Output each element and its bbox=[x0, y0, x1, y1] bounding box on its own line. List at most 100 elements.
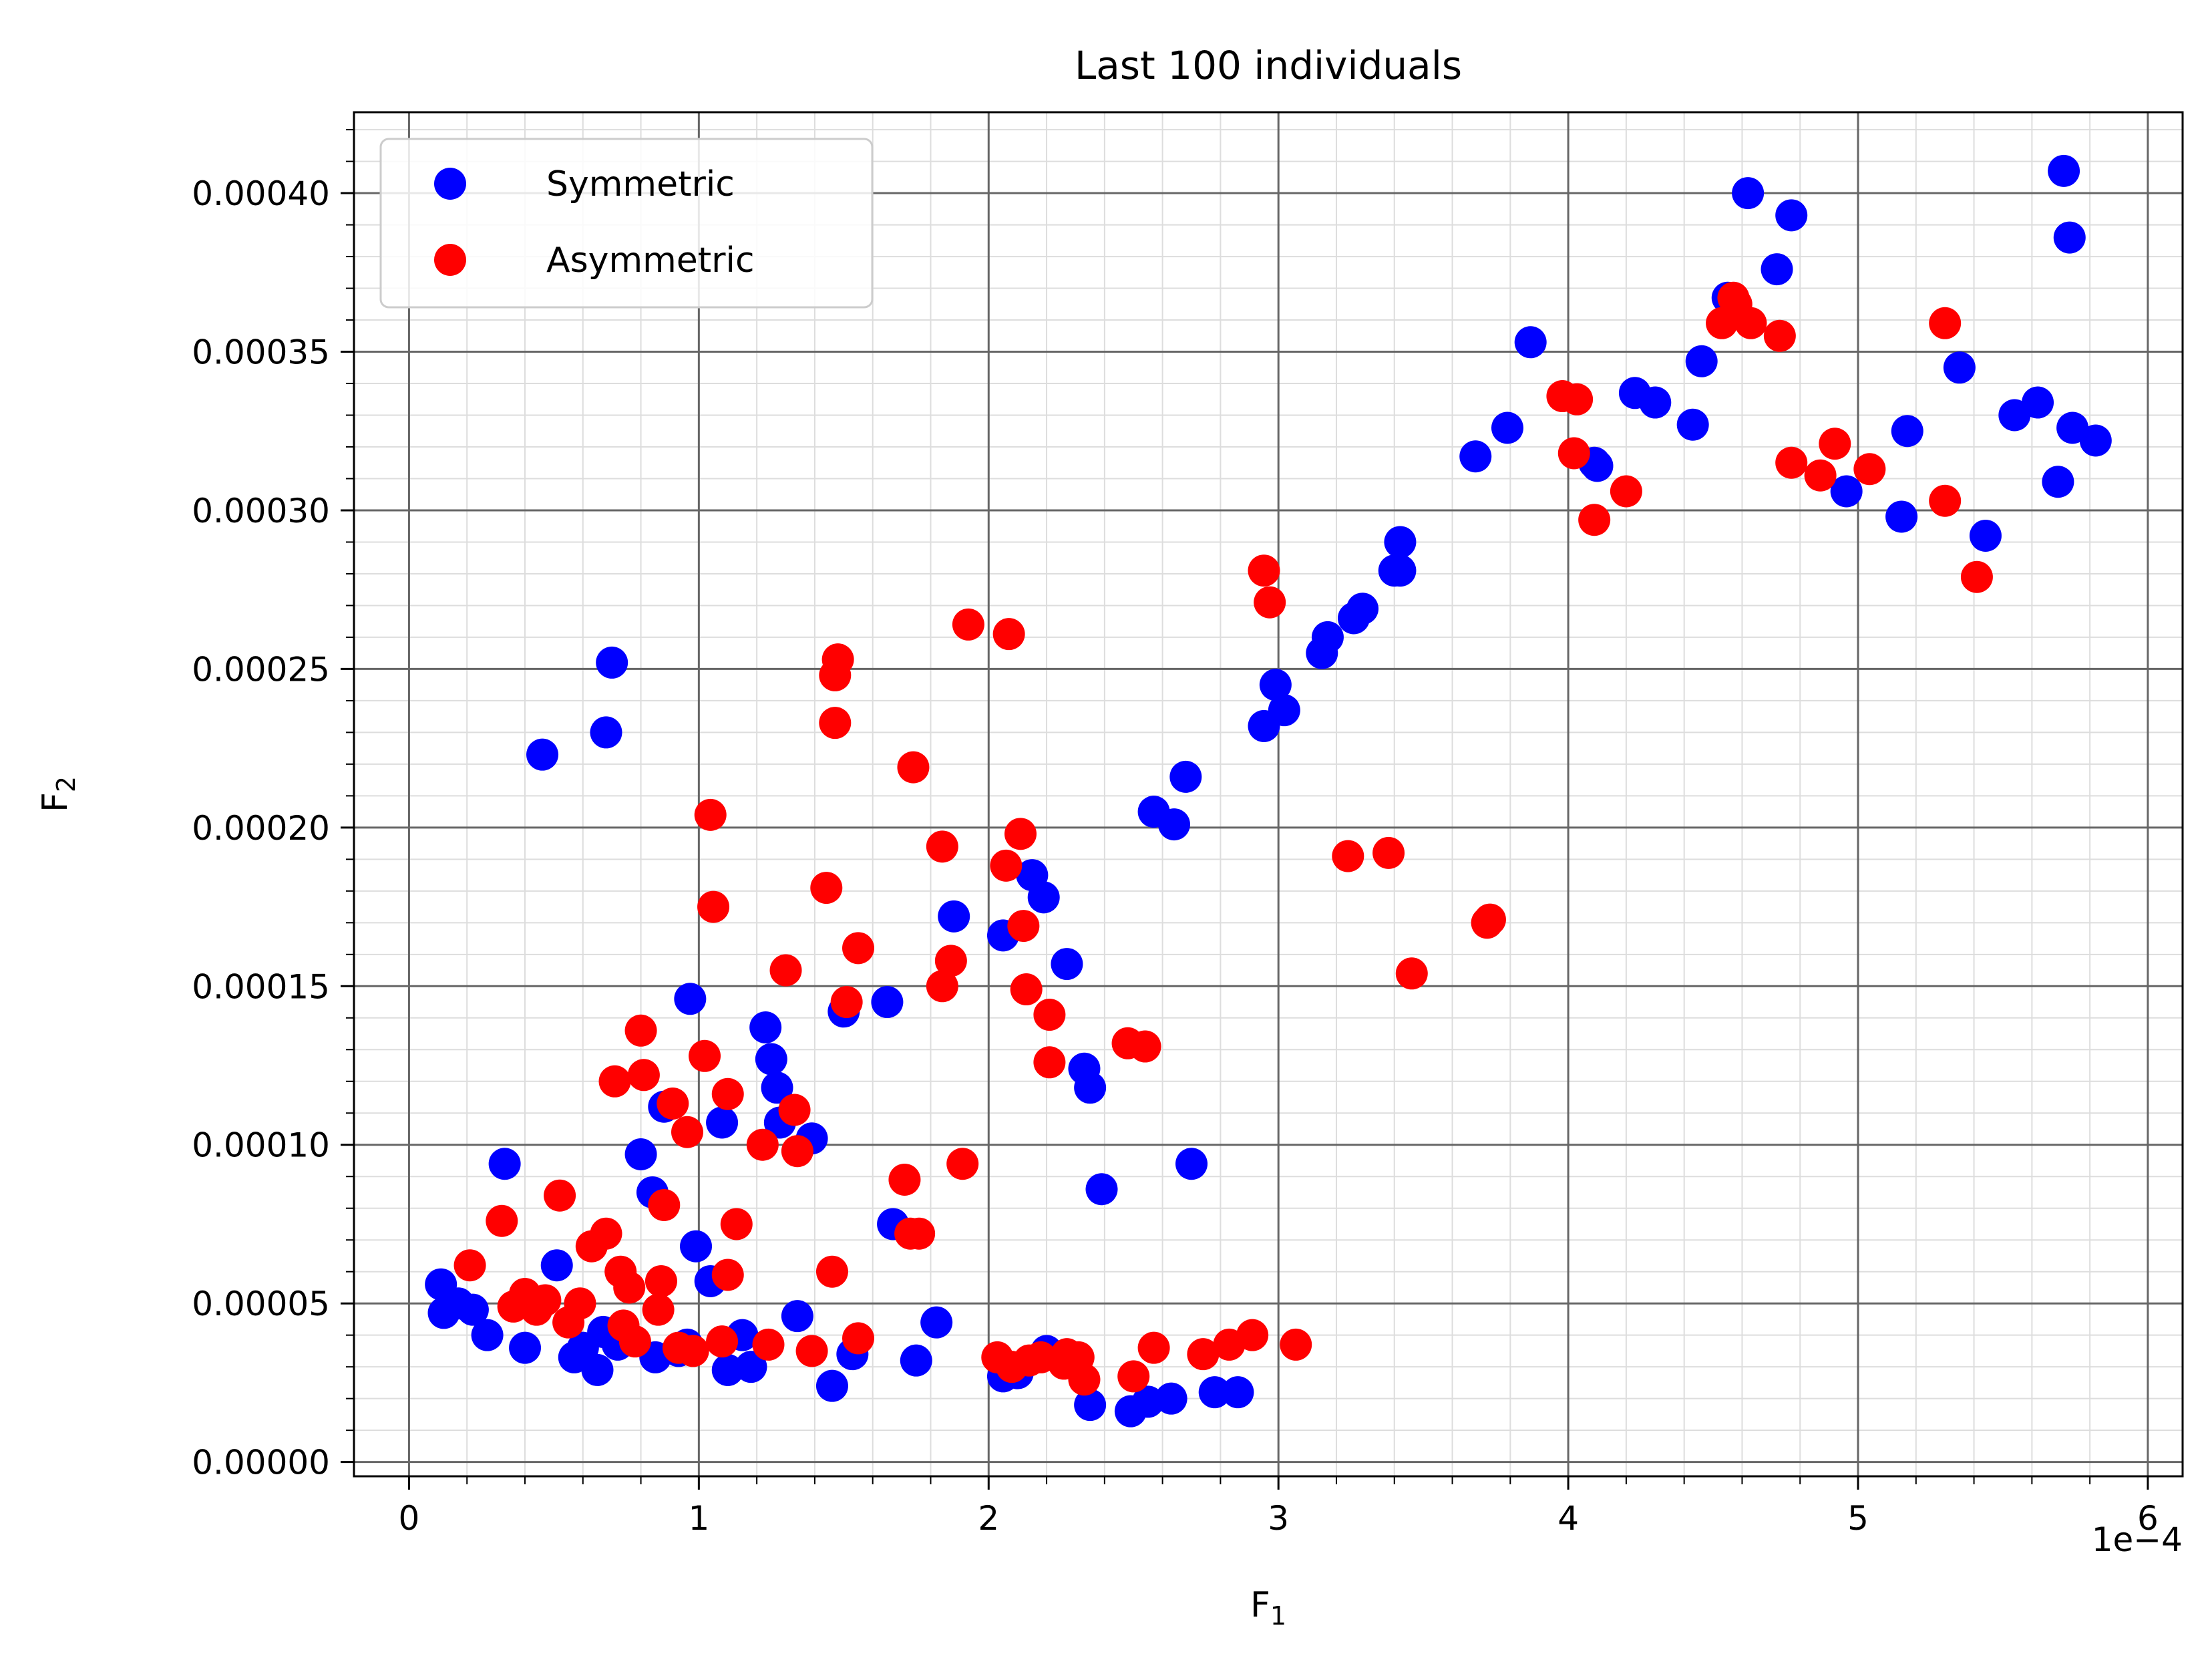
point-asymmetric bbox=[1033, 999, 1066, 1031]
point-symmetric bbox=[2048, 154, 2080, 187]
point-symmetric bbox=[1346, 593, 1379, 625]
point-asymmetric bbox=[1332, 840, 1364, 872]
point-asymmetric bbox=[689, 1039, 721, 1072]
point-symmetric bbox=[1051, 948, 1083, 981]
point-asymmetric bbox=[842, 932, 875, 965]
point-symmetric bbox=[735, 1351, 767, 1383]
point-symmetric bbox=[900, 1344, 932, 1377]
point-asymmetric bbox=[564, 1287, 596, 1320]
point-symmetric bbox=[1384, 526, 1417, 558]
x-offset-label: 1e−4 bbox=[2092, 1520, 2183, 1559]
point-asymmetric bbox=[486, 1204, 518, 1237]
point-symmetric bbox=[1268, 694, 1300, 727]
point-symmetric bbox=[1074, 1389, 1107, 1422]
point-symmetric bbox=[1027, 881, 1060, 914]
point-asymmetric bbox=[1372, 836, 1405, 869]
point-asymmetric bbox=[1236, 1319, 1269, 1351]
legend-marker-asymmetric bbox=[434, 244, 466, 276]
point-asymmetric bbox=[903, 1217, 936, 1250]
point-asymmetric bbox=[842, 1322, 875, 1355]
point-symmetric bbox=[2042, 466, 2074, 498]
point-asymmetric bbox=[1853, 453, 1886, 486]
axis-ticks: 0 1 2 3 4 5 6 0.00000 0.00005 0.00010 0.00015 0.000… bbox=[192, 129, 2159, 1538]
point-asymmetric bbox=[598, 1065, 631, 1098]
point-symmetric bbox=[1175, 1148, 1208, 1180]
point-symmetric bbox=[1491, 411, 1523, 444]
point-asymmetric bbox=[1007, 910, 1040, 943]
point-symmetric bbox=[1639, 386, 1672, 419]
point-asymmetric bbox=[819, 707, 852, 739]
point-asymmetric bbox=[897, 751, 930, 784]
point-symmetric bbox=[1384, 554, 1417, 587]
legend-box bbox=[379, 138, 874, 309]
x-tick-label: 6 bbox=[2137, 1499, 2159, 1538]
y-tick-label: 0.00030 bbox=[192, 492, 330, 530]
y-tick-label: 0.00010 bbox=[192, 1126, 330, 1165]
point-asymmetric bbox=[952, 608, 984, 641]
point-asymmetric bbox=[697, 890, 730, 923]
point-symmetric bbox=[1074, 1071, 1107, 1104]
y-tick-label: 0.00025 bbox=[192, 650, 330, 689]
point-asymmetric bbox=[618, 1325, 651, 1358]
point-asymmetric bbox=[1010, 973, 1043, 1006]
point-asymmetric bbox=[453, 1249, 486, 1282]
point-asymmetric bbox=[642, 1293, 675, 1326]
point-asymmetric bbox=[1137, 1331, 1170, 1364]
point-symmetric bbox=[1885, 500, 1918, 533]
point-symmetric bbox=[1891, 415, 1923, 448]
y-tick-label: 0.00020 bbox=[192, 809, 330, 848]
y-tick-label: 0.00000 bbox=[192, 1444, 330, 1482]
point-symmetric bbox=[526, 738, 559, 771]
point-asymmetric bbox=[821, 643, 854, 676]
point-asymmetric bbox=[778, 1094, 811, 1126]
point-asymmetric bbox=[810, 872, 843, 904]
y-tick-label: 0.00015 bbox=[192, 967, 330, 1006]
point-symmetric bbox=[781, 1300, 813, 1333]
y-axis-label-subscript: 2 bbox=[51, 776, 81, 792]
point-asymmetric bbox=[671, 1116, 704, 1148]
plot-frame bbox=[353, 111, 2184, 1478]
y-axis-label: F2 bbox=[35, 776, 81, 812]
point-asymmetric bbox=[934, 945, 967, 977]
point-asymmetric bbox=[815, 1255, 848, 1288]
y-axis-label-main: F bbox=[35, 792, 75, 812]
point-symmetric bbox=[706, 1106, 739, 1139]
point-symmetric bbox=[920, 1306, 953, 1339]
point-asymmetric bbox=[1775, 446, 1808, 479]
point-asymmetric bbox=[529, 1284, 562, 1317]
point-asymmetric bbox=[1254, 586, 1286, 619]
x-tick-label: 5 bbox=[1847, 1499, 1869, 1538]
point-symmetric bbox=[488, 1148, 521, 1180]
point-symmetric bbox=[755, 1043, 787, 1075]
point-asymmetric bbox=[1068, 1363, 1101, 1396]
point-asymmetric bbox=[613, 1271, 646, 1304]
point-asymmetric bbox=[1578, 504, 1611, 536]
point-asymmetric bbox=[720, 1208, 753, 1240]
point-asymmetric bbox=[1187, 1338, 1220, 1371]
point-symmetric bbox=[1775, 199, 1808, 232]
point-symmetric bbox=[1514, 326, 1547, 359]
point-symmetric bbox=[815, 1369, 848, 1402]
point-asymmetric bbox=[1033, 1046, 1066, 1079]
data-points bbox=[425, 154, 2112, 1428]
y-tick-label: 0.00040 bbox=[192, 174, 330, 213]
point-asymmetric bbox=[1804, 459, 1837, 492]
point-asymmetric bbox=[1929, 484, 1962, 517]
point-asymmetric bbox=[1557, 437, 1590, 470]
legend: Symmetric Asymmetric bbox=[379, 138, 874, 309]
point-asymmetric bbox=[627, 1059, 660, 1092]
point-asymmetric bbox=[1129, 1030, 1161, 1063]
legend-marker-symmetric bbox=[434, 168, 466, 200]
point-symmetric bbox=[1459, 440, 1492, 473]
point-symmetric bbox=[596, 646, 628, 679]
point-symmetric bbox=[680, 1230, 713, 1263]
x-tick-label: 2 bbox=[978, 1499, 999, 1538]
point-asymmetric bbox=[677, 1335, 709, 1367]
point-symmetric bbox=[590, 716, 622, 749]
x-axis-label-main: F bbox=[1250, 1585, 1270, 1625]
point-symmetric bbox=[674, 983, 707, 1015]
point-asymmetric bbox=[1960, 560, 1993, 593]
point-asymmetric bbox=[1819, 428, 1851, 460]
point-asymmetric bbox=[1929, 307, 1962, 339]
